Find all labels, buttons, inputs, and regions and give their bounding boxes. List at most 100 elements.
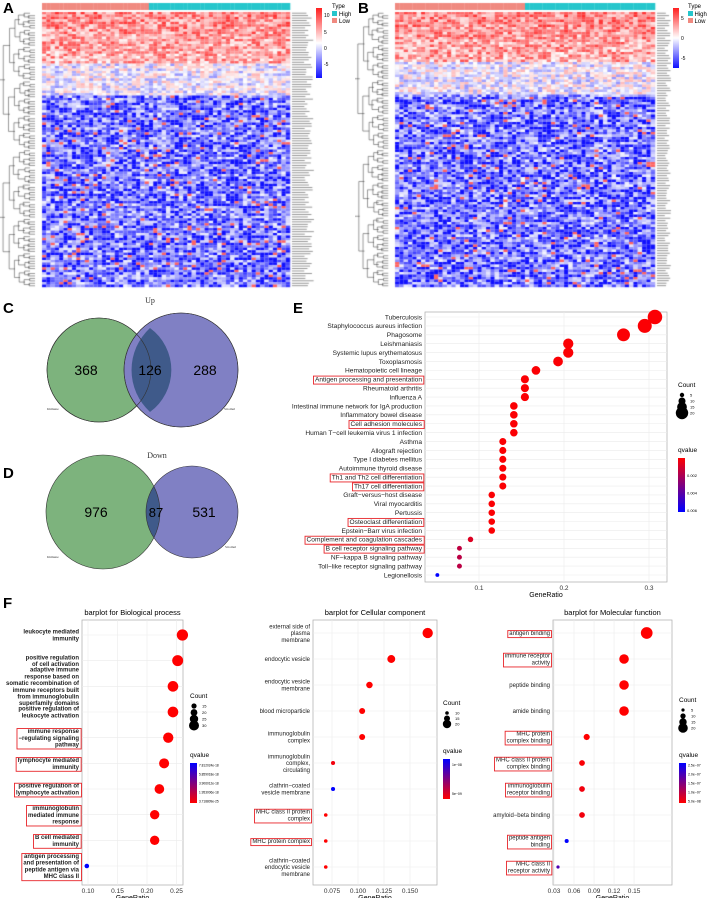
type-high-label: High xyxy=(695,12,707,18)
data-point xyxy=(331,760,336,766)
venn-down-overlap-count: 87 xyxy=(149,505,163,520)
category-label-line: clathrin−coated xyxy=(269,784,310,790)
data-point xyxy=(331,786,336,792)
data-point xyxy=(499,446,507,454)
qvalue-colorbar xyxy=(190,763,197,803)
category-label: external side of plasma membrane xyxy=(269,624,310,643)
x-tick-label: 0.1 xyxy=(474,585,483,592)
category-label: MHC protein complex xyxy=(252,839,310,845)
panel-label-e: E xyxy=(293,300,304,317)
data-point xyxy=(579,812,585,818)
plot-area xyxy=(424,311,668,583)
category-label-line: Phagosome xyxy=(387,332,423,339)
category-label: Osteoclast differentiation xyxy=(350,519,423,526)
heatmap-a-tick: -5 xyxy=(324,62,329,68)
x-tick-label: 0.15 xyxy=(628,888,641,895)
category-label-line: positive regulation xyxy=(26,655,80,661)
highlight-box xyxy=(348,420,425,430)
category-label-line: Inflammatory bowel disease xyxy=(340,412,422,419)
heatmap-a-tick: 0 xyxy=(324,46,327,52)
count-legend-dot xyxy=(191,703,197,709)
venn-down-stromal-circle xyxy=(146,466,238,558)
data-point xyxy=(640,627,653,639)
category-label-line: amide binding xyxy=(513,709,550,715)
data-point xyxy=(323,813,328,817)
count-legend-label: 20 xyxy=(691,726,696,731)
category-label-line: membrane xyxy=(281,686,310,692)
category-label: blood microparticle xyxy=(260,709,311,715)
category-label-line: adaptive immune xyxy=(30,668,80,674)
type-high-swatch xyxy=(332,11,337,16)
qvalue-legend-title: qvalue xyxy=(679,752,699,759)
data-point xyxy=(553,356,563,367)
x-axis-label: GeneRatio xyxy=(529,592,563,599)
category-label: Th17 cell differentiation xyxy=(354,483,422,490)
category-label-line: complex, xyxy=(286,761,310,767)
category-label: endocytic vesicle xyxy=(265,657,311,663)
category-label-line: circulating xyxy=(283,768,310,774)
category-label: Autoimmune thyroid disease xyxy=(339,466,423,473)
qvalue-legend-title: qvalue xyxy=(190,752,210,759)
panel-label-d: D xyxy=(3,465,14,482)
category-label-line: MHC class II xyxy=(516,862,550,868)
data-point xyxy=(163,732,174,743)
category-label-line: immune response xyxy=(28,729,80,735)
heatmap-b xyxy=(355,0,680,290)
category-label: Inflammatory bowel disease xyxy=(340,412,422,419)
category-label-line: Cell adhesion molecules xyxy=(351,421,423,428)
category-label-line: activity xyxy=(532,660,550,666)
data-point xyxy=(647,309,663,325)
category-label: Cell adhesion molecules xyxy=(351,421,423,428)
plot-area xyxy=(552,619,673,886)
count-legend-dot xyxy=(679,392,685,398)
data-point xyxy=(359,708,366,714)
qvalue-tick-label: 3.906012e-18 xyxy=(199,782,219,786)
category-label-line: complex xyxy=(288,816,310,822)
plot-area xyxy=(312,619,438,886)
data-point xyxy=(159,758,170,769)
type-legend-title: Type xyxy=(332,4,346,10)
data-point xyxy=(488,518,496,525)
category-label-line: Hematopoietic cell lineage xyxy=(345,368,422,375)
category-label-line: Type I diabetes mellitus xyxy=(353,457,423,464)
count-legend-title: Count xyxy=(679,697,697,704)
highlight-box xyxy=(504,730,552,746)
data-point xyxy=(488,509,496,516)
category-label-line: receptor binding xyxy=(507,790,550,796)
category-label-line: plasma xyxy=(291,631,311,637)
count-legend-title: Count xyxy=(190,693,208,700)
x-axis-label: GeneRatio xyxy=(358,895,392,898)
category-label-line: immunoglobulin xyxy=(268,732,310,738)
data-point xyxy=(84,863,90,869)
data-point xyxy=(510,428,518,437)
category-label-line: membrane xyxy=(281,872,310,878)
qvalue-tick-label: 2.5e−07 xyxy=(688,763,701,767)
count-legend-label: 10 xyxy=(690,399,695,404)
qvalue-legend-title: qvalue xyxy=(443,748,463,755)
highlight-box xyxy=(26,805,82,827)
category-label-line: positive regulation of xyxy=(18,707,80,713)
data-point xyxy=(488,491,496,499)
category-label-line: pathway xyxy=(55,742,80,748)
data-point xyxy=(563,347,574,358)
category-label-line: complex binding xyxy=(507,738,550,744)
category-label: leukocyte mediated immunity xyxy=(23,630,79,643)
category-label-line: peptide binding xyxy=(509,683,550,689)
data-point xyxy=(456,554,462,560)
category-label-line: complex xyxy=(288,738,310,744)
category-label-line: antigen binding xyxy=(509,631,550,637)
qvalue-legend-title: qvalue xyxy=(678,447,698,454)
category-label: clathrin−coated endocytic vesicle membrane xyxy=(265,858,311,877)
category-label-line: superfamily domains xyxy=(19,701,80,707)
venn-up-immune-count: 368 xyxy=(74,362,98,378)
category-label: Staphylococcus aureus infection xyxy=(327,323,422,330)
category-label-line: B cell mediated xyxy=(35,835,79,841)
count-legend-label: 10 xyxy=(455,711,460,716)
category-label: clathrin−coated vesicle membrane xyxy=(261,784,310,797)
highlight-box xyxy=(313,375,425,385)
data-point xyxy=(172,655,184,667)
category-label: Rheumatoid arthritis xyxy=(363,385,423,392)
type-low-swatch xyxy=(332,18,337,23)
qvalue-tick-label: 1.953006e-18 xyxy=(199,791,219,795)
category-label-line: lymphocyte activation xyxy=(16,790,79,796)
